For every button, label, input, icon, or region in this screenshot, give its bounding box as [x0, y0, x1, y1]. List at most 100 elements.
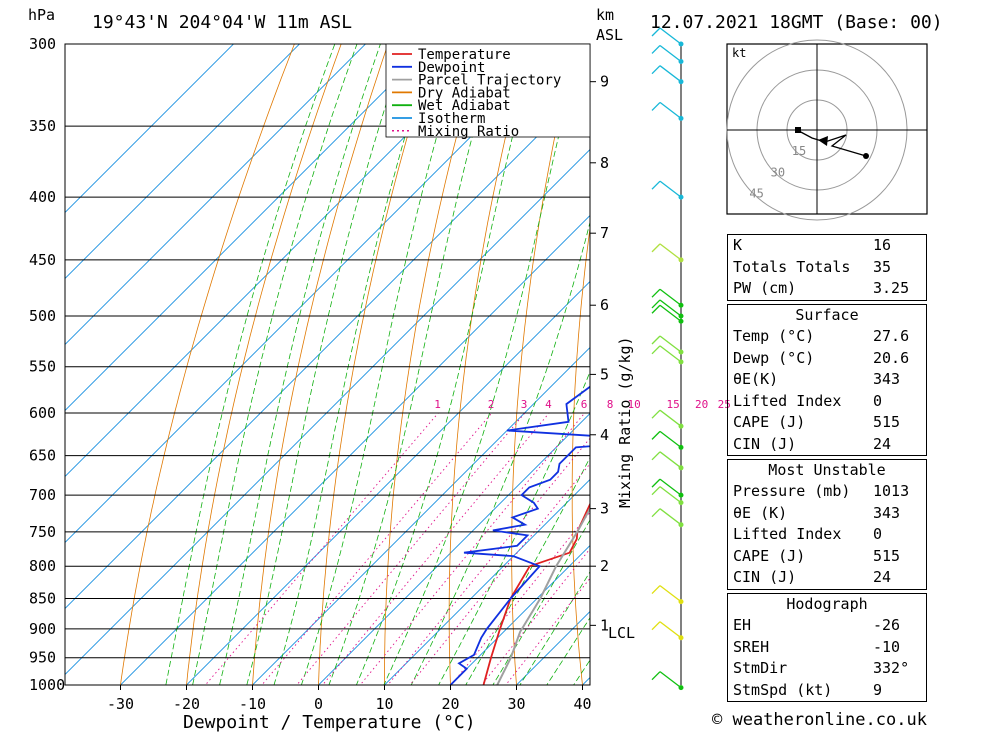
pressure-label: 600	[29, 404, 56, 422]
datetime-title: 12.07.2021 18GMT (Base: 00)	[650, 12, 943, 33]
x-tick-label: 40	[573, 695, 591, 713]
surface-title: Surface	[795, 306, 859, 324]
wind-barb	[659, 304, 682, 322]
wind-barb	[659, 288, 682, 306]
km-tick-label: 2	[600, 557, 609, 575]
wet-adiabat-line	[383, 44, 582, 685]
stat-value: 9	[873, 680, 883, 699]
pressure-label: 900	[29, 620, 56, 638]
stat-label: Pressure (mb)	[733, 482, 851, 500]
stat-row: K 16	[728, 235, 926, 257]
stat-label: StmSpd (kt)	[733, 680, 833, 699]
stat-value: 332°	[873, 659, 910, 677]
legend-label: Dry Adiabat	[418, 85, 511, 101]
pressure-label: 450	[29, 251, 56, 269]
hodograph-ring-label: 15	[792, 144, 806, 158]
wind-barb	[659, 335, 682, 353]
stat-row: EH -26	[728, 615, 926, 637]
dry-adiabat-line	[631, 7, 676, 711]
stat-row: CAPE (J) 515	[728, 412, 926, 434]
stat-label: Temp (°C)	[733, 327, 815, 345]
series-parcel-trajectory	[496, 506, 590, 685]
stat-label: StmDir	[733, 659, 788, 677]
stat-row: Pressure (mb) 1013	[728, 481, 926, 503]
km-tick-label: 6	[600, 296, 609, 314]
stat-label: θE (K)	[733, 503, 788, 522]
wind-barb-flag	[651, 671, 661, 681]
hodograph-trace	[796, 129, 867, 157]
pressure-label: 800	[29, 557, 56, 575]
wet-adiabat-line	[410, 220, 590, 685]
dry-adiabat-line	[688, 7, 722, 711]
isotherm-line	[317, 412, 590, 685]
pressure-label: 550	[29, 358, 56, 376]
legend-label: Wet Adiabat	[418, 98, 511, 114]
wind-barb	[659, 430, 682, 448]
hodograph: 15 30 45 kt	[726, 39, 928, 221]
legend-label: Parcel Trajectory	[418, 73, 561, 89]
km-tick-label: 1	[600, 616, 609, 634]
wind-barb	[659, 180, 682, 198]
isotherm-line	[65, 44, 367, 346]
wind-barb	[659, 671, 682, 689]
wet-adiabat-line	[273, 44, 434, 685]
wind-barb-flag	[651, 335, 661, 345]
wind-barb	[659, 27, 682, 45]
wind-barbs	[651, 27, 684, 691]
km-tick-label: 5	[600, 365, 609, 383]
stat-label: Lifted Index	[733, 391, 842, 410]
dry-adiabat-line	[318, 44, 436, 685]
stat-value: 20.6	[873, 348, 910, 367]
dry-adiabat-line	[448, 44, 529, 685]
wet-adiabat-line	[165, 44, 336, 685]
wind-barb	[659, 621, 682, 639]
stat-value: -10	[873, 637, 901, 656]
stat-label: CAPE (J)	[733, 546, 806, 565]
stat-value: 515	[873, 546, 901, 565]
wind-barb-flag	[651, 65, 661, 75]
pressure-tick-labels: 300 350 400 450 500 550 600 650 700 750 800 850 900 9…	[29, 35, 65, 694]
wind-barb	[659, 508, 682, 526]
stat-label: Lifted Index	[733, 525, 842, 543]
x-tick-label: 0	[314, 695, 323, 713]
dry-adiabat-line	[996, 7, 1000, 711]
surface-table: Surface Temp (°C) 27.6 Dewp (°C) 20.6 θE(K) 3…	[727, 304, 927, 456]
stat-label: PW (cm)	[733, 279, 797, 297]
mixing-ratio-label: 3	[521, 398, 528, 411]
wind-barb-flag	[651, 243, 661, 253]
temperature-tick-labels: -30 -20 -10 0 10 20 30 40	[107, 685, 592, 713]
mixing-ratio-line	[322, 412, 550, 685]
stat-value: 343	[873, 503, 901, 522]
mixing-ratio-label: 15	[667, 398, 680, 411]
mixing-ratio-axis-label: Mixing Ratio (g/kg)	[616, 336, 634, 508]
wind-barb-flag	[651, 451, 661, 461]
mixing-ratio-label: 10	[628, 398, 641, 411]
mixing-ratio-labels: 1 2 3 4 6 8 10 15 20 25	[434, 398, 731, 411]
wind-barb-flag	[651, 585, 661, 595]
wind-barb-flag	[651, 345, 661, 355]
stat-value: 3.25	[873, 279, 910, 297]
isotherm-line	[383, 478, 590, 685]
wind-barb-flag	[651, 409, 661, 419]
profile-lines	[449, 385, 590, 685]
legend-label: Dewpoint	[418, 60, 485, 76]
legend-label: Mixing Ratio	[418, 124, 519, 140]
wet-adiabat-line	[246, 44, 407, 685]
stat-label: K	[733, 236, 743, 254]
x-axis-label: Dewpoint / Temperature (°C)	[183, 712, 476, 733]
km-unit: km	[596, 6, 614, 24]
wet-adiabat-line	[192, 44, 358, 685]
isotherm-line	[65, 44, 433, 412]
stat-label: Totals Totals	[733, 257, 851, 276]
lcl-label: LCL	[608, 624, 635, 642]
dry-adiabat-line	[186, 44, 342, 685]
x-tick-label: -20	[173, 695, 200, 713]
wet-adiabat-line	[519, 571, 590, 685]
wind-barb-flag	[651, 304, 661, 314]
stat-row: Totals Totals 35	[728, 257, 926, 279]
stat-row: CAPE (J) 515	[728, 546, 926, 568]
pressure-label: 850	[29, 589, 56, 607]
mixing-ratio-line	[481, 548, 590, 685]
wind-barb-flag	[651, 27, 661, 37]
km-tick-label: 9	[600, 73, 609, 91]
